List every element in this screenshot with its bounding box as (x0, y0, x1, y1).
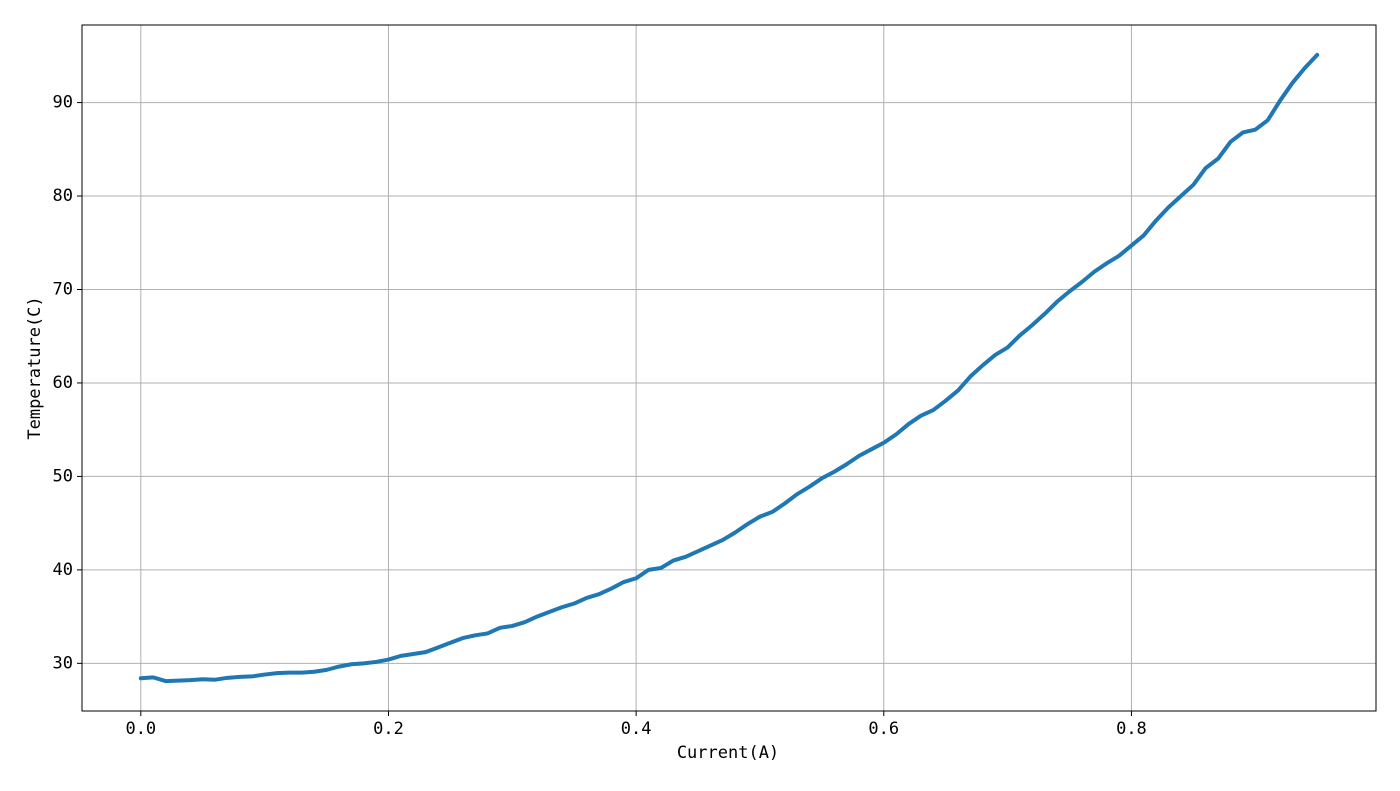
y-tick-label: 50 (53, 466, 73, 486)
y-tick-label: 90 (53, 93, 73, 113)
plot-frame (81, 24, 1377, 712)
y-axis-label: Temperature(C) (25, 296, 45, 439)
y-tick-label: 60 (53, 373, 73, 393)
x-tick-label: 0.2 (373, 719, 404, 739)
x-tick-label: 0.6 (868, 719, 899, 739)
x-tick-label: 0.0 (125, 719, 156, 739)
data-line (138, 52, 1320, 684)
x-tick-label: 0.8 (1116, 719, 1147, 739)
x-axis-label: Current(A) (677, 743, 779, 763)
x-tick-label: 0.4 (621, 719, 652, 739)
y-tick-label: 70 (53, 279, 73, 299)
y-tick-label: 40 (53, 560, 73, 580)
y-tick-label: 80 (53, 186, 73, 206)
y-tick-label: 30 (53, 653, 73, 673)
